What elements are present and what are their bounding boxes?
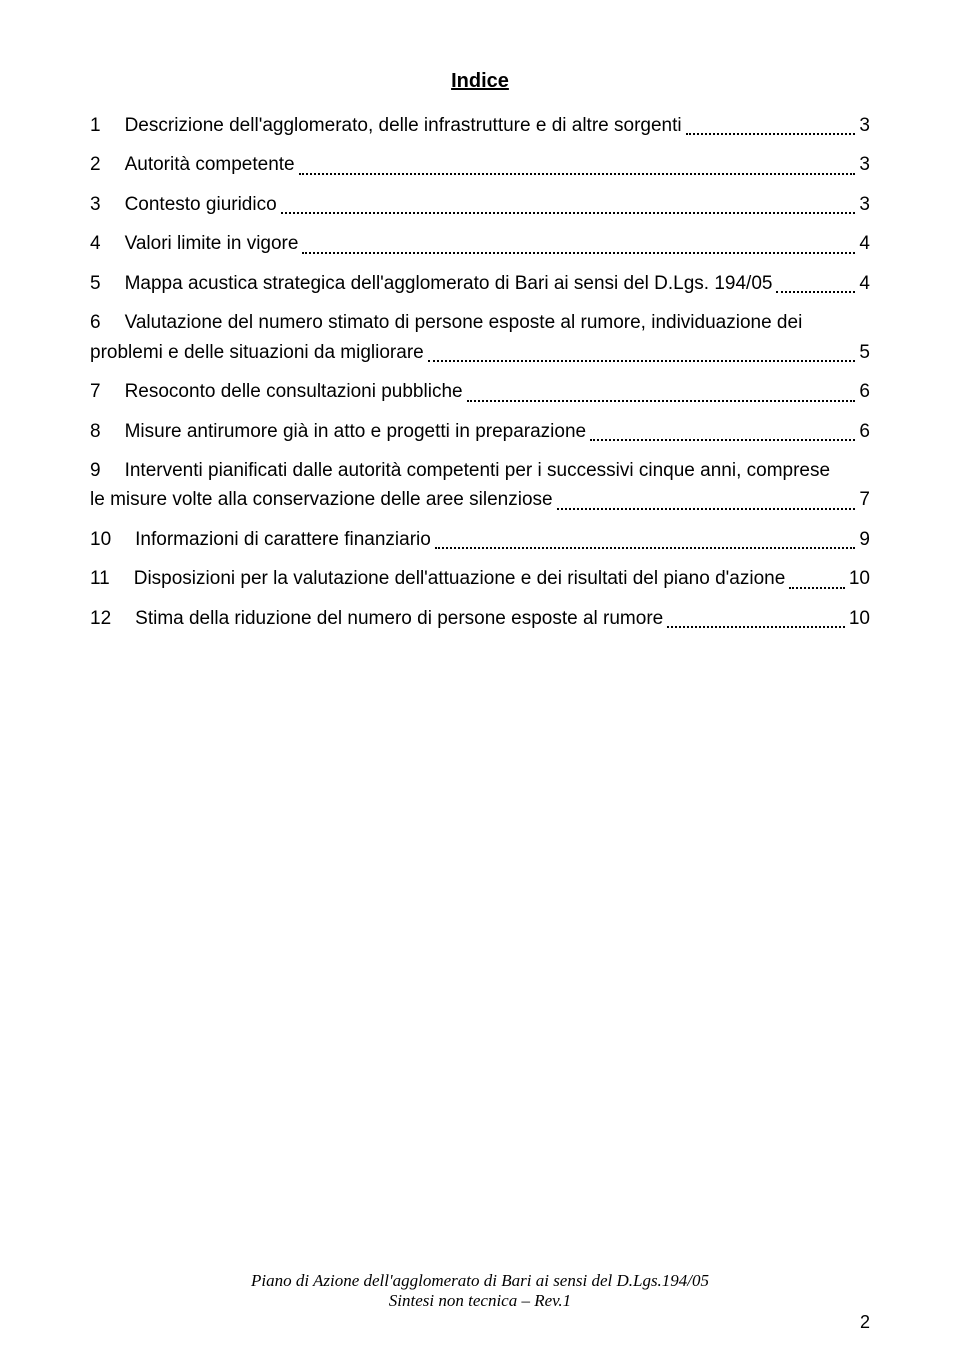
toc-entry-page: 6 xyxy=(859,377,870,406)
toc-entry-text: le misure volte alla conservazione delle… xyxy=(90,485,553,514)
toc-entry-number: 2 xyxy=(90,150,125,179)
toc-entry-number: 10 xyxy=(90,525,135,554)
toc-entry-text: Interventi pianificati dalle autorità co… xyxy=(125,456,830,485)
toc-entry-page: 6 xyxy=(859,417,870,446)
toc-entry: 6Valutazione del numero stimato di perso… xyxy=(90,308,870,367)
toc-entry: 2Autorità competente 3 xyxy=(90,150,870,179)
toc-entry: 10Informazioni di carattere finanziario 9 xyxy=(90,525,870,554)
toc-entry-number: 5 xyxy=(90,269,125,298)
toc-leader xyxy=(776,274,855,293)
toc-entry-text: Valutazione del numero stimato di person… xyxy=(125,308,803,337)
toc-entry-page: 3 xyxy=(859,150,870,179)
toc-entry-page: 4 xyxy=(859,229,870,258)
toc-entry: 3Contesto giuridico3 xyxy=(90,190,870,219)
toc-leader xyxy=(590,422,855,441)
footer-line1: Piano di Azione dell'agglomerato di Bari… xyxy=(90,1271,870,1291)
toc-leader xyxy=(686,116,856,135)
toc-entry: 4Valori limite in vigore4 xyxy=(90,229,870,258)
toc-entry-text: Descrizione dell'agglomerato, delle infr… xyxy=(125,111,682,140)
toc-entry-page: 10 xyxy=(849,604,870,633)
toc-entry-page: 4 xyxy=(859,269,870,298)
page-footer: Piano di Azione dell'agglomerato di Bari… xyxy=(90,1271,870,1311)
toc-entry-number: 8 xyxy=(90,417,125,446)
page-number: 2 xyxy=(860,1312,870,1333)
toc-entry-text: Contesto giuridico xyxy=(125,190,277,219)
toc-leader xyxy=(299,156,856,175)
toc-leader xyxy=(281,195,856,214)
toc-entry-page: 9 xyxy=(859,525,870,554)
toc-entry: 7Resoconto delle consultazioni pubbliche… xyxy=(90,377,870,406)
toc-entry-number: 4 xyxy=(90,229,125,258)
toc-entry-text: Valori limite in vigore xyxy=(125,229,299,258)
toc-leader xyxy=(435,530,856,549)
toc-entry: 11Disposizioni per la valutazione dell'a… xyxy=(90,564,870,593)
toc-entry-number: 12 xyxy=(90,604,135,633)
toc-entry: 5Mappa acustica strategica dell'agglomer… xyxy=(90,269,870,298)
toc-entry: 8Misure antirumore già in atto e progett… xyxy=(90,417,870,446)
toc-leader xyxy=(467,382,856,401)
toc-title: Indice xyxy=(90,70,870,93)
toc-leader xyxy=(428,343,856,362)
page: Indice 1Descrizione dell'agglomerato, de… xyxy=(0,0,960,1361)
toc-entry-page: 3 xyxy=(859,111,870,140)
footer-line2: Sintesi non tecnica – Rev.1 xyxy=(90,1291,870,1311)
toc-leader xyxy=(302,235,855,254)
toc-list: 1Descrizione dell'agglomerato, delle inf… xyxy=(90,111,870,633)
toc-leader xyxy=(557,491,856,510)
toc-entry-page: 7 xyxy=(859,485,870,514)
toc-entry-number: 9 xyxy=(90,456,125,485)
toc-entry-text: Mappa acustica strategica dell'agglomera… xyxy=(125,269,773,298)
toc-entry: 12Stima della riduzione del numero di pe… xyxy=(90,604,870,633)
toc-entry-text: Disposizioni per la valutazione dell'att… xyxy=(134,564,786,593)
toc-leader xyxy=(789,570,845,589)
toc-entry-number: 7 xyxy=(90,377,125,406)
toc-entry-number: 6 xyxy=(90,308,125,337)
toc-leader xyxy=(667,609,845,628)
toc-entry-number: 1 xyxy=(90,111,125,140)
toc-entry-number: 3 xyxy=(90,190,125,219)
toc-entry-text: Misure antirumore già in atto e progetti… xyxy=(125,417,587,446)
toc-entry-page: 3 xyxy=(859,190,870,219)
toc-entry: 1Descrizione dell'agglomerato, delle inf… xyxy=(90,111,870,140)
toc-entry-text: Autorità competente xyxy=(125,150,295,179)
toc-entry-page: 10 xyxy=(849,564,870,593)
toc-entry-page: 5 xyxy=(859,338,870,367)
toc-entry-number: 11 xyxy=(90,564,134,593)
toc-entry-text: problemi e delle situazioni da migliorar… xyxy=(90,338,424,367)
toc-entry-text: Informazioni di carattere finanziario xyxy=(135,525,431,554)
toc-entry-text: Resoconto delle consultazioni pubbliche xyxy=(125,377,463,406)
toc-entry-text: Stima della riduzione del numero di pers… xyxy=(135,604,663,633)
toc-entry: 9Interventi pianificati dalle autorità c… xyxy=(90,456,870,515)
